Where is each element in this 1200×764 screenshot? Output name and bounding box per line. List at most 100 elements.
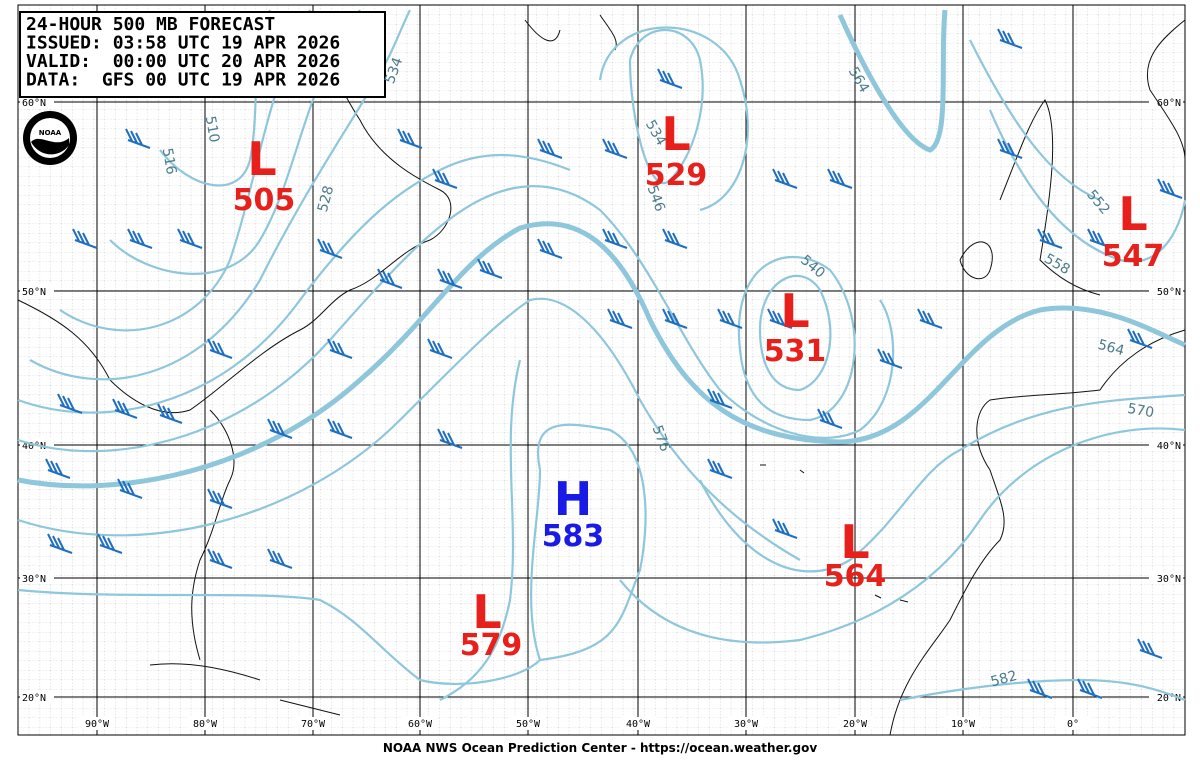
label-bg: [79, 717, 115, 730]
longitude-label: 20°W: [843, 719, 868, 730]
label-bg: [402, 717, 438, 730]
wind-barb: [817, 408, 843, 429]
header-line: ISSUED: 03:58 UTC 19 APR 2026: [26, 33, 340, 54]
label-bg: [1055, 717, 1091, 730]
wind-barb: [1027, 678, 1053, 699]
wind-barb: [602, 138, 628, 159]
center-value: 529: [645, 158, 708, 193]
graticule: 60°N 60°N 50°N 50°N 40°N 40°N 30°N 30°N 20°N 20°N…: [18, 5, 1185, 735]
wind-barb: [127, 228, 153, 249]
map-frame: [17, 4, 1186, 736]
label-bg: [295, 717, 331, 730]
wind-barb: [477, 258, 503, 279]
contour-label: 528: [315, 184, 337, 214]
wind-barb: [1127, 328, 1153, 349]
center-value: 564: [824, 559, 887, 594]
footer: NOAA NWS Ocean Prediction Center - https…: [383, 741, 817, 755]
center-letter: L: [780, 284, 809, 338]
wind-barb: [657, 68, 683, 89]
label-bg: [1149, 95, 1183, 108]
wind-barb: [707, 388, 733, 409]
coastlines: [17, 14, 1186, 736]
center-letter: L: [840, 515, 869, 569]
wind-barb: [117, 478, 143, 499]
noaa-logo: NOAA: [23, 111, 77, 165]
wind-barb: [1077, 678, 1103, 699]
center-letter: L: [247, 132, 276, 186]
wind-barb: [207, 338, 233, 359]
wind-barb: [827, 168, 853, 189]
label-bg: [187, 717, 223, 730]
wind-barb: [327, 338, 353, 359]
label-bg: [1149, 284, 1183, 297]
longitude-label: 60°W: [408, 719, 433, 730]
longitude-label: 50°W: [516, 719, 541, 730]
center-value: 583: [542, 519, 605, 554]
wind-barb: [437, 268, 463, 289]
contour-label: 564: [1096, 337, 1126, 359]
label-bg: [1149, 571, 1183, 584]
wind-barb: [72, 228, 98, 249]
latitude-label: 50°N: [22, 287, 46, 298]
wind-barb: [772, 168, 798, 189]
label-bg: [728, 717, 764, 730]
label-bg: [620, 717, 656, 730]
label-bg: [20, 571, 54, 584]
contour-label: 582: [989, 668, 1019, 690]
wind-barb: [437, 428, 463, 449]
wind-barb: [1037, 228, 1063, 249]
longitude-label: 30°W: [734, 719, 759, 730]
contour-label: 510: [202, 115, 222, 144]
label-bg: [945, 717, 981, 730]
wind-barbs: [45, 28, 1183, 699]
label-bg: [1149, 690, 1183, 703]
longitude-label: 80°W: [193, 719, 218, 730]
center-value: 579: [460, 628, 523, 663]
header-line: 24-HOUR 500 MB FORECAST: [26, 14, 275, 35]
latitude-label: 30°N: [1157, 574, 1181, 585]
wind-barb: [97, 533, 123, 554]
contours: [17, 9, 1187, 702]
wind-barb: [707, 458, 733, 479]
wind-barb: [267, 548, 293, 569]
logo-wave: [31, 138, 69, 155]
label-bg: [510, 717, 546, 730]
contour-label: 570: [1126, 401, 1155, 421]
wind-barb: [602, 228, 628, 249]
wind-barb: [267, 418, 293, 439]
wind-barb: [177, 228, 203, 249]
wind-barb: [47, 533, 73, 554]
latitude-label: 20°N: [1157, 693, 1181, 704]
wind-barb: [427, 338, 453, 359]
latitude-label: 40°N: [1157, 441, 1181, 452]
label-bg: [1149, 438, 1183, 451]
wind-barb: [157, 403, 183, 424]
wind-barb: [537, 238, 563, 259]
center-letter: L: [661, 107, 690, 161]
wind-barb: [662, 308, 688, 329]
wind-barb: [537, 138, 563, 159]
wind-barb: [397, 128, 423, 149]
wind-barb: [767, 308, 793, 329]
wind-barb: [877, 348, 903, 369]
wind-barb: [1157, 178, 1183, 199]
latitude-label: 60°N: [1157, 98, 1181, 109]
center-letter: L: [1118, 187, 1147, 241]
wind-barb: [717, 308, 743, 329]
wind-barb: [997, 28, 1023, 49]
wind-barb: [125, 128, 151, 149]
center-value: 547: [1102, 239, 1165, 274]
latitude-label: 30°N: [22, 574, 46, 585]
header-line: DATA: GFS 00 UTC 19 APR 2026: [26, 70, 340, 91]
label-bg: [837, 717, 873, 730]
longitude-label: 90°W: [85, 719, 110, 730]
wind-barb: [432, 168, 458, 189]
center-letter: H: [554, 472, 593, 526]
center-letter: L: [472, 585, 501, 639]
wind-barb: [207, 488, 233, 509]
logo-text: NOAA: [39, 129, 62, 137]
